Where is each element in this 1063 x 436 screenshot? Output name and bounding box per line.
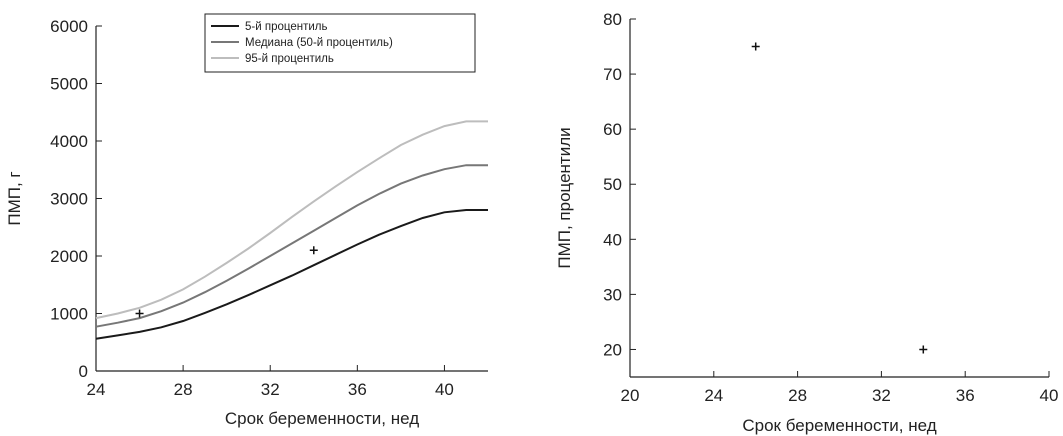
y-tick-label: 50 xyxy=(603,175,622,194)
y-axis-label: ПМП, г xyxy=(5,171,24,225)
x-tick-label: 32 xyxy=(872,386,891,405)
y-axis-label: ПМП, процентили xyxy=(555,127,574,268)
x-tick-label: 40 xyxy=(435,380,454,399)
x-tick-label: 24 xyxy=(704,386,723,405)
legend-entry: 5-й процентиль xyxy=(245,21,327,33)
y-tick-label: 70 xyxy=(603,65,622,84)
data-point-marker xyxy=(309,246,318,255)
x-tick-label: 36 xyxy=(956,386,975,405)
x-tick-label: 40 xyxy=(1040,386,1059,405)
legend: 5-й процентиль Медиана (50-й процентиль) 9… xyxy=(204,13,476,73)
chart-2: 20 30 40 50 60 70 80 20 24 28 32 36 40 Срок беременно… xyxy=(555,10,1058,435)
y-tick-label: 5000 xyxy=(50,75,88,94)
y-tick-label: 2000 xyxy=(50,247,88,266)
y-tick-label: 40 xyxy=(603,230,622,249)
y-tick-label: 3000 xyxy=(50,190,88,209)
y-tick-label: 0 xyxy=(79,362,88,381)
legend-entry: Медиана (50-й процентиль) xyxy=(245,37,393,49)
x-tick-label: 24 xyxy=(87,380,106,399)
y-tick-label: 4000 xyxy=(50,132,88,151)
chart-1: 0 1000 2000 3000 4000 5000 6000 24 28 32 36 40 Срок … xyxy=(5,13,488,428)
x-tick-label: 28 xyxy=(174,380,193,399)
x-axis-label: Срок беременности, нед xyxy=(742,416,936,435)
series-line-3 xyxy=(95,120,488,320)
y-tick-label: 1000 xyxy=(50,305,88,324)
y-tick-label: 20 xyxy=(603,340,622,359)
data-point-marker xyxy=(919,345,928,354)
y-tick-label: 80 xyxy=(603,10,622,29)
legend-box xyxy=(204,13,476,73)
y-tick-label: 60 xyxy=(603,120,622,139)
data-point-marker xyxy=(751,42,760,51)
x-tick-label: 28 xyxy=(788,386,807,405)
data-point-marker xyxy=(135,309,144,318)
series-line-1 xyxy=(95,209,488,340)
legend-entry: 95-й процентиль xyxy=(245,53,334,65)
x-tick-label: 36 xyxy=(348,380,367,399)
x-axis-label: Срок беременности, нед xyxy=(225,409,419,428)
y-tick-label: 6000 xyxy=(50,17,88,36)
x-tick-label: 20 xyxy=(621,386,640,405)
y-tick-label: 30 xyxy=(603,285,622,304)
x-tick-label: 32 xyxy=(261,380,280,399)
series-line-2 xyxy=(95,164,488,328)
